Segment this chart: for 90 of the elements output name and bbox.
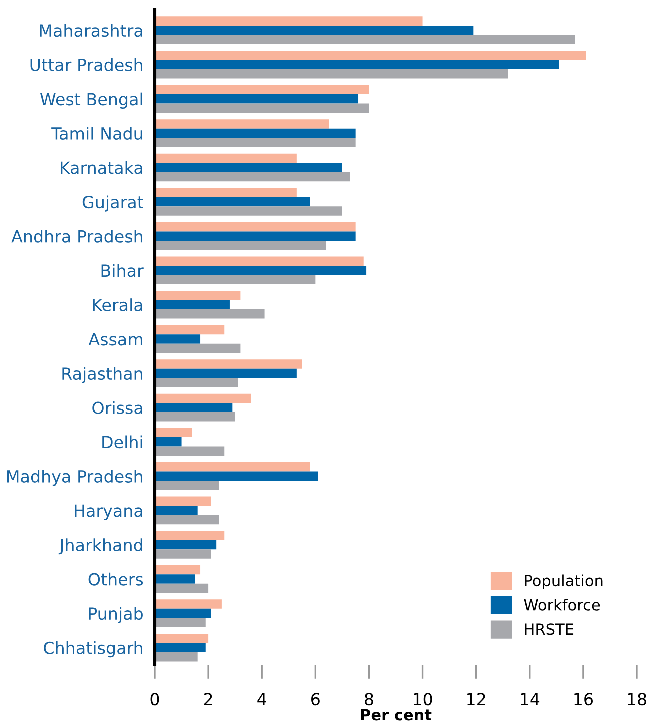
y-tick-label: Maharashtra	[40, 24, 142, 38]
bar	[155, 70, 508, 79]
bar	[155, 360, 302, 369]
y-tick-label: Assam	[88, 333, 142, 346]
y-tick-label: Karnataka	[61, 161, 142, 174]
bar	[155, 403, 233, 412]
bar	[155, 515, 220, 525]
x-axis-title: Per cent	[361, 709, 432, 721]
legend-label: Workforce	[524, 599, 600, 611]
y-tick-label: Delhi	[102, 436, 142, 449]
y-tick-label: West Bengal	[40, 92, 142, 109]
y-tick-label: Chhatisgarh	[44, 642, 142, 658]
bar	[155, 60, 560, 70]
x-tick-label: 0	[150, 693, 160, 706]
y-tick-label: Andhra Pradesh	[12, 230, 142, 243]
bar	[155, 334, 201, 344]
x-tick-label: 18	[628, 693, 646, 706]
y-tick-label: Others	[88, 572, 144, 586]
legend-label: HRSTE	[525, 624, 574, 636]
x-tick-label: 6	[312, 693, 320, 706]
bar	[155, 496, 212, 506]
y-tick-label: Haryana	[75, 504, 142, 520]
bar	[155, 85, 370, 95]
bar	[155, 412, 236, 422]
bar	[155, 584, 209, 594]
bar	[155, 368, 297, 378]
bar	[155, 104, 370, 114]
x-tick-label: 8	[365, 693, 374, 706]
bar	[155, 643, 206, 652]
y-tick-label: Uttar Pradesh	[30, 58, 142, 72]
bar	[155, 462, 310, 472]
x-tick-label: 10	[414, 693, 432, 706]
bar	[155, 428, 192, 438]
bar	[155, 378, 238, 388]
bar	[155, 291, 241, 300]
bar	[155, 266, 367, 276]
bar	[155, 446, 225, 456]
bar	[155, 618, 206, 628]
bar	[155, 222, 356, 232]
bar	[155, 608, 212, 618]
bar	[155, 232, 356, 241]
legend-label: Population	[525, 574, 603, 590]
x-tick-label: 4	[258, 693, 266, 706]
bar	[155, 16, 423, 26]
y-tick-label: Bihar	[102, 264, 144, 278]
bar	[155, 310, 265, 319]
bar	[155, 35, 576, 44]
y-tick-label: Punjab	[89, 607, 143, 624]
x-tick-label: 16	[574, 693, 593, 706]
bar	[155, 188, 297, 198]
bar	[155, 394, 252, 404]
bar	[155, 472, 318, 482]
y-tick-label: Jharkhand	[58, 538, 142, 555]
y-tick-label: Orissa	[92, 401, 142, 414]
bar	[155, 197, 310, 207]
bar	[155, 275, 316, 285]
bar	[155, 94, 359, 104]
y-tick-label: Gujarat	[82, 196, 144, 212]
y-tick-label: Kerala	[93, 298, 142, 312]
x-tick-label: 2	[204, 693, 212, 706]
bar	[155, 325, 225, 335]
bar	[155, 344, 241, 354]
bar	[155, 128, 356, 138]
y-tick-label: Rajasthan	[62, 367, 142, 384]
bar	[155, 574, 196, 584]
bar	[155, 206, 342, 216]
bar	[155, 138, 356, 148]
bar	[155, 256, 364, 266]
bar	[155, 481, 220, 490]
y-tick-label: Tamil Nadu	[52, 127, 142, 140]
bar	[155, 437, 182, 447]
x-tick-label: 12	[468, 693, 486, 706]
bar	[155, 506, 198, 516]
bar	[155, 634, 209, 644]
bar	[155, 240, 326, 250]
bar	[155, 163, 342, 172]
bar	[155, 26, 474, 36]
bar	[155, 154, 297, 164]
bar	[155, 600, 222, 609]
bar	[155, 565, 201, 575]
bar	[155, 540, 217, 550]
bar	[155, 300, 230, 310]
bar	[155, 120, 330, 129]
bar	[155, 550, 212, 559]
bar	[155, 172, 350, 182]
x-tick-label: 14	[521, 693, 540, 706]
bar	[155, 652, 198, 662]
bar	[155, 531, 225, 540]
y-tick-label: Madhya Pradesh	[8, 470, 142, 486]
bar	[155, 50, 586, 60]
